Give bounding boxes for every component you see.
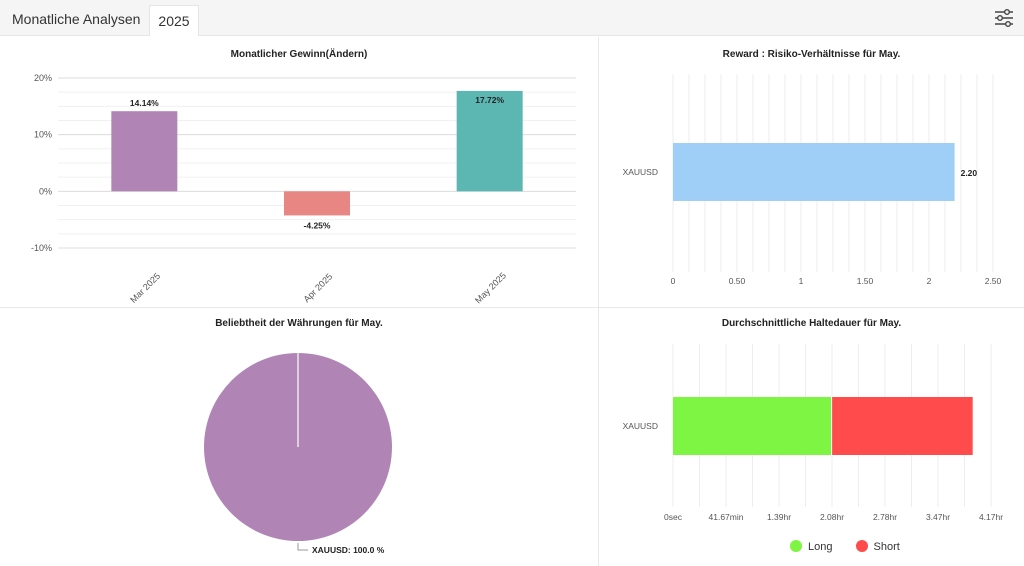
pie-slice-label: XAUUSD: 100.0 % [312, 545, 385, 555]
x-tick-label: Apr 2025 [301, 271, 334, 304]
y-tick-label: -10% [31, 243, 52, 253]
x-tick-label: 1.39hr [767, 512, 791, 522]
bar-mar-2025 [111, 111, 178, 192]
monthly-profit-chart: -10% 0% 10% 20% 14.14% Mar 2025 -4.25% Apr 2025… [31, 73, 576, 305]
x-tick-label: May 2025 [473, 270, 508, 305]
sliders-icon[interactable] [993, 7, 1015, 29]
monthly-profit-title: Monatlicher Gewinn(Ändern) [230, 49, 368, 60]
reward-risk-title: Reward : Risiko-Verhältnisse für May. [722, 49, 901, 60]
legend-item-long[interactable]: Long [790, 540, 832, 553]
x-tick-label: 0 [671, 276, 676, 286]
tab-year[interactable]: 2025 [149, 5, 199, 36]
y-tick-label: 10% [34, 130, 52, 140]
x-tick-label: 2.08hr [820, 512, 844, 522]
currency-popularity-title: Beliebtheit der Währungen für May. [215, 318, 383, 329]
y-tick-label: XAUUSD [623, 421, 658, 431]
x-tick-label: 2 [927, 276, 932, 286]
bar-value-label: 17.72% [475, 95, 504, 105]
page-title: Monatliche Analysen [12, 11, 141, 27]
x-tick-label: 0.50 [729, 276, 746, 286]
legend-item-short[interactable]: Short [855, 540, 900, 553]
bar-may-2025 [456, 90, 523, 192]
currency-popularity-chart: XAUUSD: 100.0 % [204, 353, 392, 555]
reward-risk-chart: 0 0.50 1 1.50 2 2.50 2.20 XAUUSD [623, 74, 1002, 286]
legend-label-short: Short [873, 541, 900, 553]
legend-label-long: Long [808, 541, 833, 553]
bar-value-label: -4.25% [304, 220, 331, 230]
bar-segment-short [831, 397, 973, 455]
x-tick-label: 2.50 [985, 276, 1002, 286]
pie-label-connector [297, 543, 308, 551]
bar-value-label: 2.20 [961, 168, 978, 178]
bar-apr-2025 [284, 191, 350, 216]
holding-time-chart: 0sec 41.67min 1.39hr 2.08hr 2.78hr 3.47hr 4.17… [623, 344, 1003, 522]
y-tick-label: XAUUSD [623, 167, 658, 177]
y-tick-label: 20% [34, 73, 52, 83]
y-tick-label: 0% [39, 186, 52, 196]
x-tick-label: 3.47hr [926, 512, 950, 522]
top-bar: Monatliche Analysen 2025 [0, 0, 1024, 36]
bar-value-label: 14.14% [130, 98, 159, 108]
x-tick-label: 1.50 [857, 276, 874, 286]
panel-divider-horizontal [0, 307, 1024, 308]
holding-time-legend: Long Short [790, 540, 920, 553]
bar-segment-long [673, 397, 832, 455]
x-tick-label: Mar 2025 [128, 271, 162, 305]
x-tick-label: 0sec [664, 512, 683, 522]
bar-xauusd [673, 143, 955, 201]
x-tick-label: 4.17hr [979, 512, 1003, 522]
x-tick-label: 2.78hr [873, 512, 897, 522]
legend-dot-short [855, 540, 868, 552]
x-tick-label: 1 [799, 276, 804, 286]
x-tick-label: 41.67min [709, 512, 744, 522]
panel-divider-vertical [598, 37, 599, 566]
legend-dot-long [790, 540, 802, 552]
holding-time-title: Durchschnittliche Haltedauer für May. [721, 318, 902, 329]
